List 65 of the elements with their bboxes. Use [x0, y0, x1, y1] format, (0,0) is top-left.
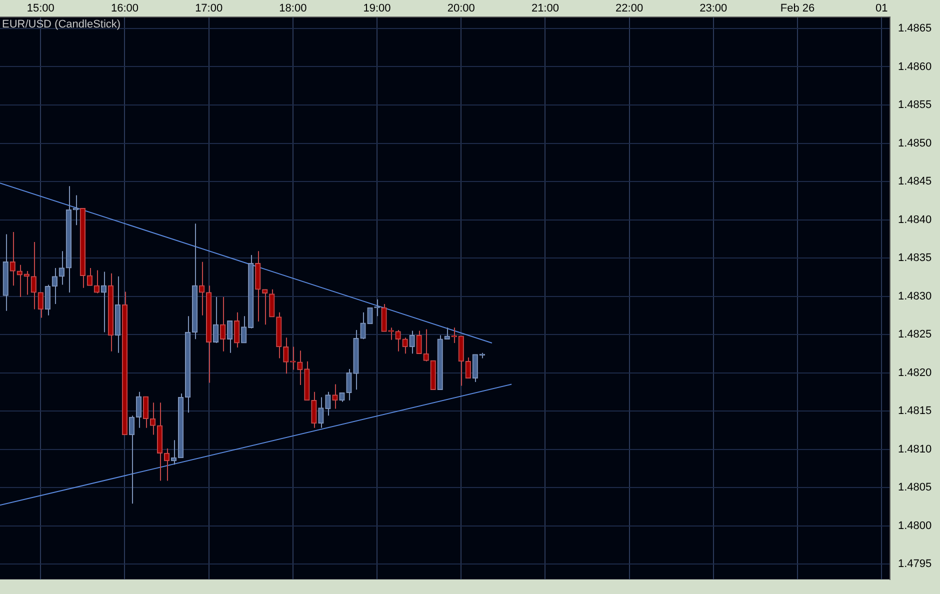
- candlestick: [38, 292, 44, 318]
- y-tick-label: 1.4855: [898, 99, 932, 112]
- y-tick-label: 1.4845: [898, 176, 932, 188]
- x-tick-label: 18:00: [279, 2, 307, 14]
- candlestick: [325, 391, 331, 416]
- candlestick: [16, 264, 22, 298]
- x-tick-label: 21:00: [531, 2, 559, 14]
- x-tick-label: 15:00: [26, 2, 54, 14]
- y-tick-label: 1.4865: [898, 22, 932, 35]
- candlestick: [10, 232, 16, 286]
- candlestick: [381, 303, 387, 332]
- x-tick-label: 22:00: [616, 2, 644, 14]
- candlestick: [472, 354, 478, 382]
- candlestick: [416, 330, 422, 354]
- candlestick: [100, 271, 107, 333]
- candlestick: [241, 316, 247, 344]
- x-tick-label: 23:00: [700, 2, 728, 14]
- candlestick: [367, 307, 373, 324]
- candlestick: [388, 327, 394, 340]
- y-tick-label: 1.4795: [898, 558, 932, 570]
- candlestick: [395, 329, 401, 352]
- candlestick: [465, 357, 471, 379]
- y-tick-label: 1.4825: [898, 328, 932, 341]
- y-tick-label: 1.4850: [898, 137, 932, 150]
- candlestick: [58, 250, 64, 286]
- candlestick: [332, 384, 338, 410]
- candlestick: [311, 391, 317, 428]
- y-tick-label: 1.4820: [898, 366, 932, 379]
- y-tick-label: 1.4805: [898, 482, 932, 494]
- candlestick: [444, 327, 450, 340]
- candlestick: [262, 288, 268, 326]
- candlestick: [234, 312, 240, 348]
- y-tick-label: 1.4815: [898, 405, 932, 418]
- candlestick: [318, 396, 324, 428]
- x-tick-label: 17:00: [195, 2, 223, 14]
- y-tick-label: 1.4860: [898, 60, 932, 73]
- candlestick: [346, 368, 352, 401]
- candlestick: [44, 284, 50, 316]
- x-tick-label: Feb 26: [780, 2, 815, 14]
- y-tick-label: 1.4835: [898, 252, 932, 264]
- y-tick-label: 1.4830: [898, 290, 932, 302]
- chart-title: EUR/USD (CandleStick): [2, 18, 121, 31]
- candlestick: [198, 261, 205, 316]
- x-tick-label: 20:00: [447, 2, 475, 14]
- candlestick: [283, 337, 289, 374]
- candlestick: [402, 337, 408, 354]
- candlestick: [220, 296, 226, 352]
- candlestick: [94, 270, 100, 294]
- x-tick-label: 01: [875, 2, 888, 14]
- candlestick: [227, 320, 233, 354]
- candlestick: [339, 392, 345, 402]
- candlestick: [423, 328, 429, 362]
- candlestick: [213, 296, 219, 344]
- candlestick: [297, 350, 303, 386]
- y-tick-label: 1.4800: [898, 520, 932, 532]
- x-tick-label: 16:00: [110, 2, 139, 14]
- candlestick: [30, 241, 36, 310]
- candlestick: [269, 288, 275, 318]
- candlestick: [52, 267, 58, 304]
- candlestick: [409, 330, 415, 354]
- candlestick: [458, 336, 464, 386]
- x-tick-label: 19:00: [363, 2, 391, 14]
- y-tick-label: 1.4840: [898, 214, 932, 226]
- candlestick: [360, 312, 366, 340]
- y-tick-label: 1.4810: [898, 443, 932, 456]
